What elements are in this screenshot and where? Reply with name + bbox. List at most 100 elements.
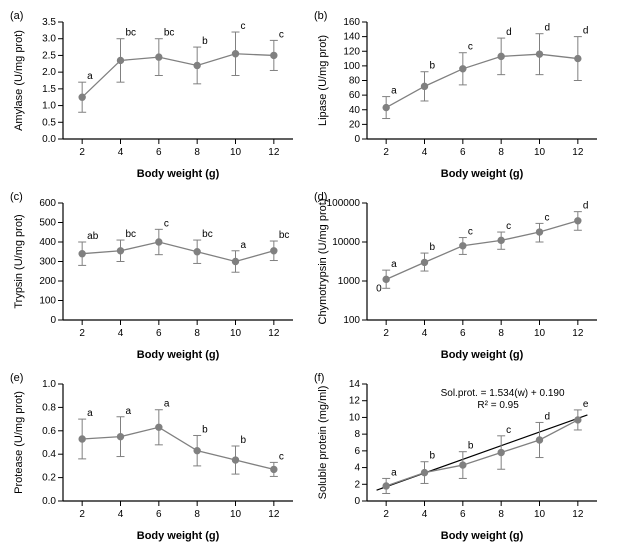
x-axis-label: Body weight (g) [440, 168, 523, 180]
point-label: a [87, 408, 93, 419]
x-tick-label: 10 [230, 328, 242, 339]
y-tick-label: 0 [50, 315, 56, 326]
data-marker [156, 239, 162, 245]
point-label: d [544, 411, 550, 422]
data-marker [574, 55, 580, 61]
x-tick-label: 12 [572, 147, 584, 158]
x-tick-label: 4 [421, 147, 427, 158]
data-marker [382, 104, 388, 110]
x-tick-label: 4 [421, 328, 427, 339]
x-tick-label: 12 [572, 328, 584, 339]
data-marker [79, 94, 85, 100]
point-label: b [241, 435, 247, 446]
panel-tag: (a) [10, 10, 23, 22]
data-marker [497, 449, 503, 455]
x-tick-label: 6 [156, 509, 162, 520]
y-tick-label: 0.4 [42, 449, 56, 460]
x-tick-label: 8 [498, 147, 504, 158]
point-label: c [241, 21, 246, 32]
y-tick-label: 0.0 [42, 134, 56, 145]
equation-text: Sol.prot. = 1.534(w) + 0.190 [440, 388, 564, 399]
data-marker [421, 469, 427, 475]
y-tick-label: 3.0 [42, 34, 56, 45]
data-line [386, 221, 578, 280]
panel: (b)24681012020406080100120140160Body wei… [312, 8, 610, 183]
y-tick-label: 1.0 [42, 379, 56, 390]
y-tick-label: 8 [354, 429, 360, 440]
y-tick-label: 160 [343, 17, 360, 28]
chart-panel: (a)246810120.00.51.01.52.02.53.03.5Body … [8, 8, 303, 183]
chart-grid: (a)246810120.00.51.01.52.02.53.03.5Body … [8, 8, 609, 545]
data-marker [382, 276, 388, 282]
data-marker [574, 417, 580, 423]
point-label: c [467, 42, 472, 53]
point-label: b [202, 424, 208, 435]
y-tick-label: 0.2 [42, 473, 56, 484]
chart-panel: (d)24681012100100010000100000Body weight… [312, 189, 607, 364]
x-tick-label: 10 [230, 509, 242, 520]
data-line [386, 54, 578, 107]
y-tick-label: 600 [39, 198, 56, 209]
data-marker [497, 53, 503, 59]
x-tick-label: 2 [79, 509, 85, 520]
chart-panel: (b)24681012020406080100120140160Body wei… [312, 8, 607, 183]
y-tick-label: 2.5 [42, 50, 56, 61]
y-axis-label: Soluble protein (mg/ml) [317, 386, 329, 500]
chart-panel: (e)246810120.00.20.40.60.81.0Body weight… [8, 370, 303, 545]
x-tick-label: 2 [383, 147, 389, 158]
x-tick-label: 2 [79, 328, 85, 339]
chart-panel: (c)246810120100200300400500600Body weigh… [8, 189, 303, 364]
x-tick-label: 8 [194, 509, 200, 520]
data-marker [194, 62, 200, 68]
x-axis-label: Body weight (g) [440, 530, 523, 542]
y-tick-label: 4 [354, 463, 360, 474]
x-axis-label: Body weight (g) [137, 168, 220, 180]
point-label-secondary: 0 [376, 283, 382, 294]
point-label: b [429, 451, 435, 462]
y-axis-label: Chymotrypsin (U/mg prot) [317, 199, 329, 325]
point-label: b [202, 36, 208, 47]
data-marker [232, 457, 238, 463]
data-marker [194, 249, 200, 255]
x-tick-label: 6 [156, 328, 162, 339]
x-tick-label: 4 [118, 509, 124, 520]
point-label: bc [126, 28, 137, 39]
point-label: a [126, 406, 132, 417]
x-tick-label: 10 [533, 328, 545, 339]
x-tick-label: 2 [383, 509, 389, 520]
y-tick-label: 3.5 [42, 17, 56, 28]
point-label: c [506, 221, 511, 232]
point-label: c [467, 227, 472, 238]
point-label: b [429, 242, 435, 253]
point-label: a [391, 259, 397, 270]
point-label: a [241, 240, 247, 251]
point-label: a [164, 399, 170, 410]
y-tick-label: 0.8 [42, 402, 56, 413]
y-tick-label: 400 [39, 237, 56, 248]
point-label: d [582, 201, 588, 212]
point-label: bc [126, 229, 137, 240]
data-marker [271, 466, 277, 472]
y-tick-label: 100 [343, 315, 360, 326]
data-marker [536, 437, 542, 443]
point-label: c [506, 425, 511, 436]
data-marker [79, 436, 85, 442]
y-tick-label: 100000 [326, 198, 360, 209]
y-tick-label: 10 [348, 412, 360, 423]
x-tick-label: 8 [498, 328, 504, 339]
y-tick-label: 1000 [337, 276, 360, 287]
point-label: bc [202, 229, 213, 240]
data-marker [194, 447, 200, 453]
x-tick-label: 6 [460, 147, 466, 158]
x-tick-label: 12 [268, 509, 280, 520]
y-tick-label: 100 [39, 296, 56, 307]
panel-tag: (e) [10, 372, 23, 384]
r2-text: R² = 0.95 [477, 400, 519, 411]
data-marker [497, 237, 503, 243]
x-tick-label: 2 [79, 147, 85, 158]
point-label: b [467, 441, 473, 452]
panel-tag: (c) [10, 191, 23, 203]
x-axis-label: Body weight (g) [137, 530, 220, 542]
y-tick-label: 0.6 [42, 426, 56, 437]
y-tick-label: 1.5 [42, 84, 56, 95]
